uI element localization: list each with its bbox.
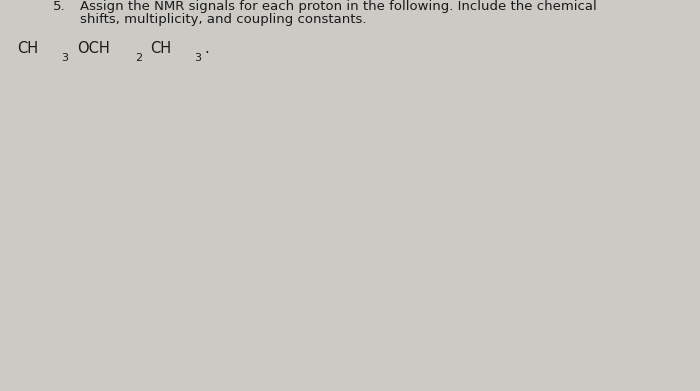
Text: CH: CH: [18, 41, 38, 56]
Text: 3: 3: [61, 54, 68, 63]
Text: 2: 2: [135, 54, 142, 63]
Text: shifts, multiplicity, and coupling constants.: shifts, multiplicity, and coupling const…: [80, 13, 367, 27]
Text: CH: CH: [150, 41, 172, 56]
Text: 3: 3: [194, 54, 201, 63]
Text: OCH: OCH: [77, 41, 110, 56]
Text: .: .: [204, 41, 209, 56]
Text: Assign the NMR signals for each proton in the following. Include the chemical: Assign the NMR signals for each proton i…: [80, 0, 597, 13]
Text: 5.: 5.: [52, 0, 65, 13]
